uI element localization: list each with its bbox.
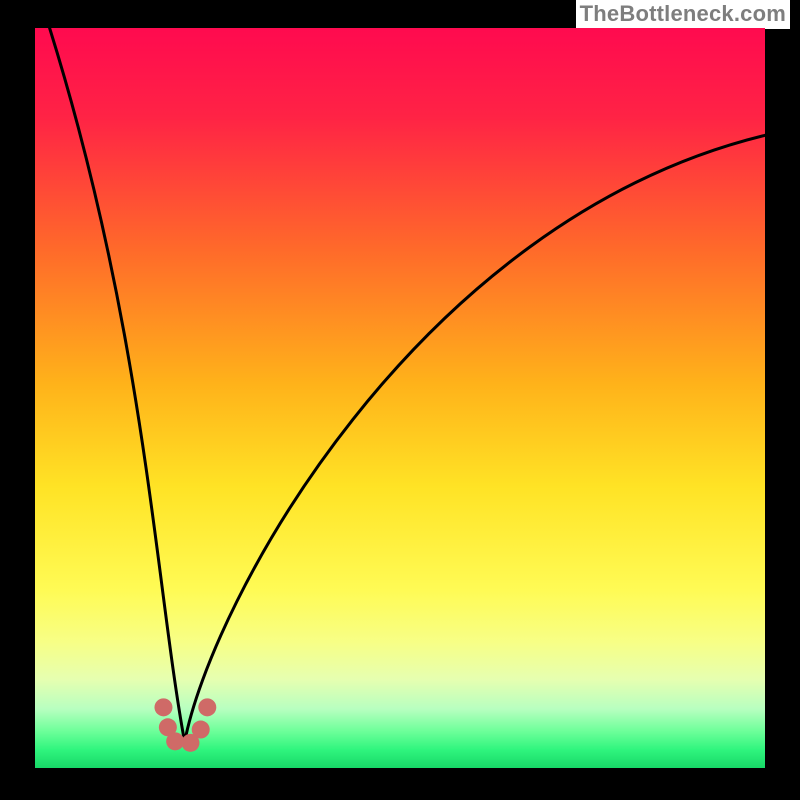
bottleneck-chart [35, 28, 765, 768]
dip-dot [192, 721, 210, 739]
dip-dot [166, 732, 184, 750]
dip-dot [154, 698, 172, 716]
stage: TheBottleneck.com [0, 0, 800, 800]
plot-region [35, 28, 765, 768]
watermark-label: TheBottleneck.com [576, 0, 790, 29]
heat-gradient [35, 28, 765, 768]
dip-dot [198, 698, 216, 716]
